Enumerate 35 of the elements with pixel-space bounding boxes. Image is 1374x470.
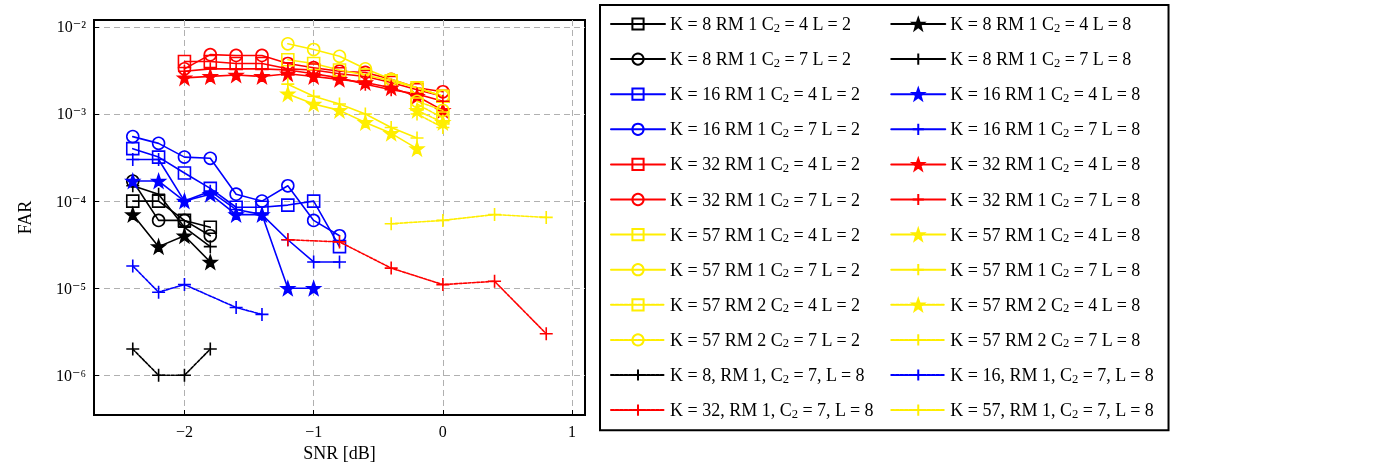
- legend-label: K = 32 RM 1 C2 = 7 L = 8: [950, 189, 1141, 211]
- x-tick-label: 0: [438, 422, 447, 440]
- x-tick-label: −1: [305, 422, 323, 440]
- legend-label: K = 16, RM 1, C2 = 7, L = 8: [950, 365, 1154, 386]
- legend-label: K = 57 RM 1 C2 = 4 L = 8: [950, 224, 1141, 246]
- x-tick-label: −2: [175, 422, 193, 440]
- legend-label: K = 32, RM 1, C2 = 7, L = 8: [670, 400, 874, 421]
- legend-label: K = 32 RM 1 C2 = 7 L = 2: [670, 189, 861, 211]
- legend-label: K = 57, RM 1, C2 = 7, L = 8: [950, 400, 1154, 421]
- legend-label: K = 57 RM 1 C2 = 7 L = 2: [670, 259, 861, 281]
- legend-label: K = 57 RM 1 C2 = 7 L = 8: [950, 259, 1141, 281]
- legend-label: K = 16 RM 1 C2 = 4 L = 2: [670, 84, 861, 105]
- legend-label: K = 8 RM 1 C2 = 4 L = 8: [950, 14, 1132, 35]
- legend-label: K = 57 RM 2 C2 = 4 L = 8: [950, 294, 1141, 316]
- y-tick-label: 10⁻³: [56, 105, 87, 123]
- y-tick-label: 10⁻⁶: [55, 366, 86, 384]
- y-tick-label: 10⁻⁴: [55, 192, 87, 210]
- legend-label: K = 57 RM 2 C2 = 4 L = 2: [670, 294, 861, 316]
- legend-label: K = 57 RM 1 C2 = 4 L = 2: [670, 224, 861, 246]
- legend-label: K = 57 RM 2 C2 = 7 L = 2: [670, 329, 861, 351]
- x-axis-title: SNR [dB]: [303, 442, 376, 463]
- y-axis-title: FAR: [15, 200, 35, 235]
- y-tick-label: 10⁻²: [56, 18, 87, 36]
- x-tick-label: 1: [568, 422, 577, 440]
- legend-label: K = 8, RM 1, C2 = 7, L = 8: [670, 365, 865, 386]
- legend-label: K = 8 RM 1 C2 = 4 L = 2: [670, 14, 852, 35]
- legend-label: K = 16 RM 1 C2 = 4 L = 8: [950, 84, 1141, 105]
- y-tick-label: 10⁻⁵: [55, 279, 86, 297]
- legend-label: K = 32 RM 1 C2 = 4 L = 8: [950, 154, 1141, 175]
- legend-label: K = 32 RM 1 C2 = 4 L = 2: [670, 154, 861, 175]
- legend-label: K = 57 RM 2 C2 = 7 L = 8: [950, 329, 1141, 351]
- legend-label: K = 8 RM 1 C2 = 7 L = 8: [950, 49, 1132, 70]
- legend-label: K = 16 RM 1 C2 = 7 L = 2: [670, 119, 861, 140]
- legend-label: K = 8 RM 1 C2 = 7 L = 2: [670, 49, 852, 70]
- legend-label: K = 16 RM 1 C2 = 7 L = 8: [950, 119, 1141, 140]
